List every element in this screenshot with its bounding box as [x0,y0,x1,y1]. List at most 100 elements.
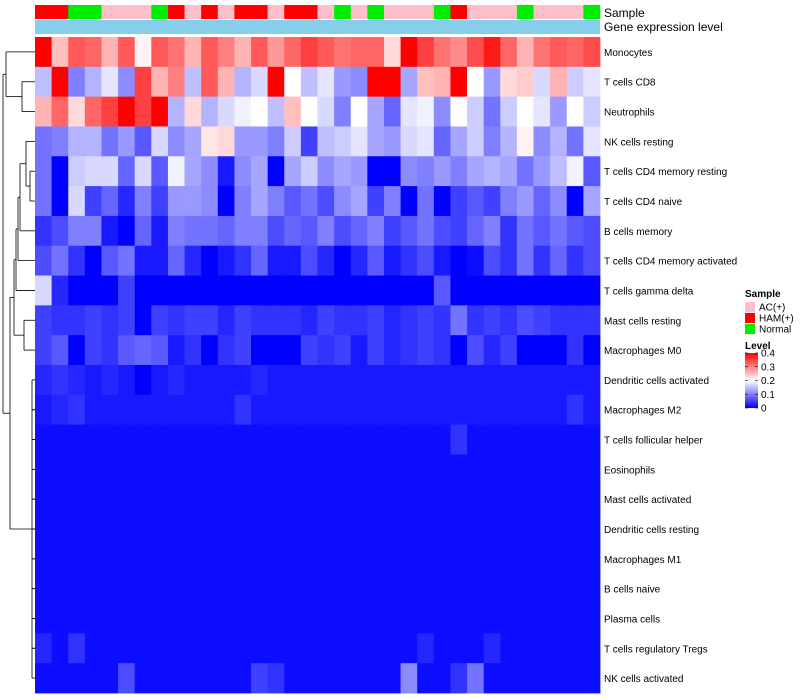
heatmap-cell [566,186,584,217]
heatmap-cell [433,335,451,366]
heatmap-cell [383,365,401,396]
heatmap-cell [201,156,219,187]
row-label: NK cells activated [604,674,683,685]
heatmap-cell [184,37,202,68]
heatmap-cell [284,633,302,664]
sample-annotation-cell [566,5,584,19]
heatmap-cell [167,245,185,276]
heatmap-cell [118,335,136,366]
row-label: Dendritic cells activated [604,376,709,387]
heatmap-cell [201,633,219,664]
heatmap-cell [300,603,318,634]
heatmap-cell [101,663,119,694]
heatmap-cell [566,394,584,426]
heatmap-cell [284,365,302,396]
heatmap-cell [566,573,584,604]
heatmap-cell [167,573,185,604]
heatmap-cell [84,543,102,575]
heatmap-cell [583,335,601,366]
heatmap-cell [417,663,435,694]
heatmap-cell [101,514,119,545]
heatmap-cell [450,633,468,664]
heatmap-cell [134,543,152,575]
heatmap-cell [400,275,418,306]
heatmap-cell [68,66,86,98]
heatmap-cell [433,394,451,426]
heatmap-cell [51,663,69,694]
heatmap-cell [417,275,435,306]
heatmap-cell [68,96,86,127]
heatmap-cell [467,424,485,455]
legend-level-tick-label: 0.4 [761,349,775,360]
heatmap-cell [35,37,53,68]
heatmap-cell [566,305,584,336]
heatmap-cell [68,305,86,336]
heatmap-cell [500,156,518,187]
heatmap-cell [284,514,302,545]
heatmap-cell [201,514,219,545]
heatmap-cell [500,424,518,455]
heatmap-cell [134,573,152,604]
heatmap-cell [467,37,485,68]
heatmap-cell [500,514,518,545]
heatmap-cell [533,245,551,276]
heatmap-cell [201,275,219,306]
row-label: Macrophages M2 [604,406,682,417]
heatmap-cell [101,365,119,396]
heatmap-cell [118,126,136,157]
heatmap-cell [300,126,318,157]
heatmap-cell [251,663,269,694]
heatmap-cell [533,215,551,247]
heatmap-cell [583,663,601,694]
heatmap-cell [383,335,401,366]
heatmap-cell [68,543,86,575]
heatmap-cell [300,484,318,515]
heatmap-cell [151,514,169,545]
annotation-label-sample: Sample [604,6,645,20]
heatmap-cell [566,603,584,634]
heatmap-cell [184,66,202,98]
heatmap-cell [550,394,568,426]
heatmap-cell [267,424,285,455]
heatmap-cell [284,215,302,247]
heatmap-cell [300,96,318,127]
sample-annotation-cell [400,5,418,19]
heatmap-cell [84,305,102,336]
heatmap-cell [84,156,102,187]
heatmap-cell [400,663,418,694]
heatmap-cell [300,245,318,276]
heatmap-cell [134,37,152,68]
heatmap-cell [300,394,318,426]
heatmap-cell [350,335,368,366]
heatmap-cell [334,603,352,634]
heatmap-cell [267,126,285,157]
heatmap-cell [35,96,53,127]
heatmap-cell [516,663,534,694]
heatmap-cell [68,186,86,217]
heatmap-cell [167,514,185,545]
heatmap-cell [134,335,152,366]
heatmap-cell [483,633,501,664]
heatmap-cell [184,633,202,664]
heatmap-cell [400,365,418,396]
heatmap-cell [151,633,169,664]
heatmap-cell [68,663,86,694]
heatmap-cell [217,633,235,664]
heatmap-cell [483,454,501,485]
heatmap-cell [251,66,269,98]
heatmap-cell [400,96,418,127]
heatmap-cell [201,305,219,336]
heatmap-cell [201,37,219,68]
heatmap-cell [118,424,136,455]
heatmap-cell [467,365,485,396]
heatmap-cell [134,126,152,157]
legend-level-tick-label: 0.3 [761,362,775,373]
heatmap-cell [516,156,534,187]
heatmap-cell [367,215,385,247]
heatmap-cell [433,573,451,604]
heatmap-cell [483,66,501,98]
heatmap-cell [84,126,102,157]
heatmap-cell [450,663,468,694]
heatmap-cell [516,305,534,336]
row-label: Eosinophils [604,465,655,476]
